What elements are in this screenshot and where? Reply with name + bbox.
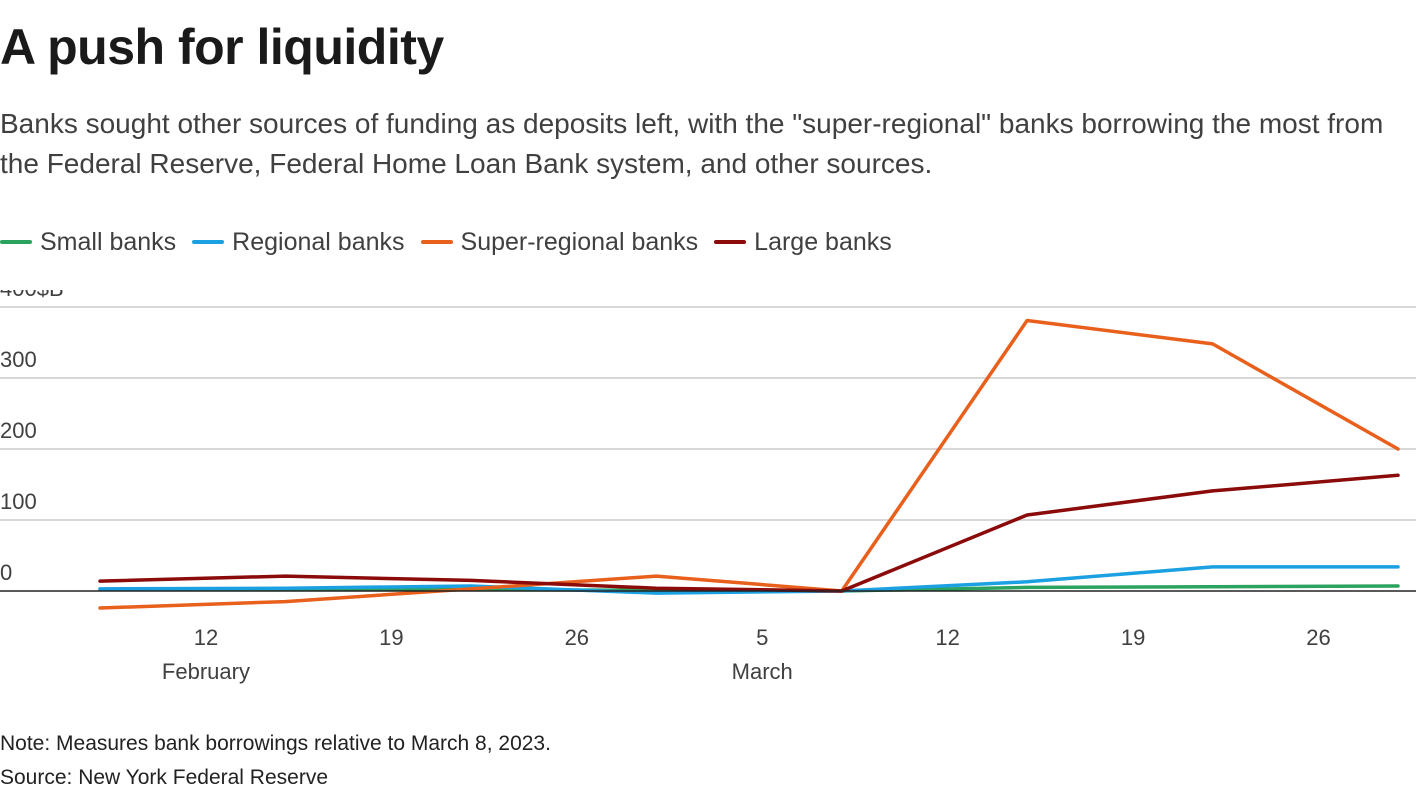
series-line-large-banks [98,473,1400,593]
legend-item: Small banks [0,228,176,257]
x-month-label: March [732,659,793,684]
legend-label: Super-regional banks [460,227,699,256]
legend-swatch [714,240,747,244]
chart-title: A push for liquidity [0,19,444,75]
y-tick-label: 300 [0,347,37,372]
legend-label: Regional banks [232,227,405,256]
line-chart: 0 100 200 300 400$B 12 February 19 26 5 March 12 19 2… [0,290,1416,684]
chart-source: Source: New York Federal Reserve [0,766,328,789]
x-tick-label: 5 [756,625,768,650]
legend-swatch [420,240,453,244]
x-tick-label: 26 [1306,625,1330,650]
y-tick-label: 200 [0,418,37,443]
legend-label: Large banks [754,227,892,256]
legend-swatch [192,240,225,244]
legend-item: Super-regional banks [420,227,699,257]
legend-swatch [0,240,32,244]
x-month-label: February [162,659,250,684]
x-tick-label: 12 [935,625,959,650]
x-tick-label: 19 [379,625,403,650]
legend-item: Regional banks [192,227,405,257]
chart-note: Note: Measures bank borrowings relative … [0,732,551,755]
legend-item: Large banks [714,228,892,257]
series-line-regional-banks [98,565,1400,595]
x-tick-label: 12 [194,625,218,650]
x-tick-label: 19 [1121,625,1145,650]
y-tick-label: 100 [0,489,37,514]
legend-label: Small banks [40,227,177,256]
series-line-super-regional-banks [98,318,1400,610]
y-tick-label: 400$B [0,290,64,301]
chart-subtitle: Banks sought other sources of funding as… [0,108,1384,179]
y-tick-label: 0 [0,560,12,585]
chart-legend: Small banks Regional banks Super-regional … [0,224,908,260]
x-tick-label: 26 [565,625,589,650]
